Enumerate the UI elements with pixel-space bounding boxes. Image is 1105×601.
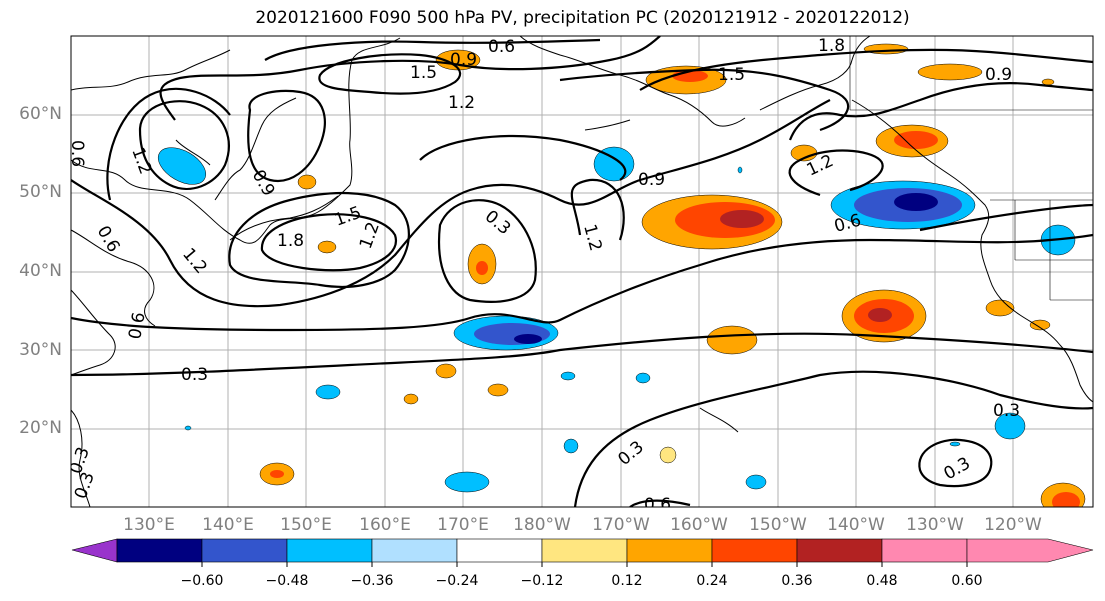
pv-contour-0.3 [918,438,993,488]
pv-contour-1.8 [260,213,398,272]
contour-label: 0.9 [450,50,477,70]
pv-contour-1.2 [138,100,230,190]
colorbar-segment [286,538,373,563]
colorbar-tick-label: 0.36 [781,573,813,589]
pv-contour-0.9 [71,99,831,308]
pv-contour-1.2 [788,149,884,197]
colorbar-ticks [201,562,968,567]
contour-label: 0.3 [614,437,648,470]
colorbar-tick-label: −0.24 [435,573,479,589]
contour-label: 0.3 [71,469,99,501]
lon-label: 160°E [359,515,411,535]
pv-contour-1.2 [570,178,625,241]
pv-contour-1.5 [559,68,850,132]
pv-contour-1.5 [318,53,462,95]
colorbar-segment [796,538,883,563]
lon-label: 170°E [437,515,489,535]
contour-label: 0.6 [125,311,149,341]
lat-label: 30°N [19,340,62,360]
pv-contour-1.8 [639,48,1093,91]
contour-labels: 0.6 1.8 0.9 1.5 1.5 1.2 0.9 1.2 0.6 0.9 … [67,36,1020,515]
gridlines [71,36,1093,507]
lat-label: 20°N [19,418,62,438]
map-area: 0.6 1.8 0.9 1.5 1.5 1.2 0.9 1.2 0.6 0.9 … [67,36,1093,515]
map-title: 2020121600 F090 500 hPa PV, precipitatio… [255,8,910,28]
colorbar-tick-label: 0.24 [696,573,728,589]
colorbar-tick-label: 0.12 [611,573,643,589]
lon-label: 130°W [906,515,964,535]
colorbar-segment [626,538,713,563]
lon-label: 160°W [670,515,728,535]
contour-label: 1.5 [718,65,745,85]
contour-label: 0.3 [181,365,208,385]
pv-contour-0.3 [71,332,1093,377]
contour-label: 1.2 [127,145,155,177]
lon-label: 180°W [513,515,571,535]
colorbar-segment [541,538,628,563]
colorbar-tick-label: −0.60 [180,573,224,589]
contour-label: 1.2 [448,93,475,113]
colorbar-tick-label: 0.60 [951,573,983,589]
pv-contour-1.5 [228,191,410,288]
colorbar-segment [711,538,798,563]
contour-label: 1.5 [332,203,364,231]
lon-label: 170°W [592,515,650,535]
map-frame [70,35,1094,508]
pv-contour-0.3 [573,370,1093,507]
colorbar-tick-label: −0.12 [520,573,564,589]
contour-label: 0.3 [941,453,974,484]
pv-contour-0.3 [437,199,537,303]
contour-label: 1.2 [579,222,605,253]
contour-label: 1.2 [356,219,384,251]
colorbar [71,538,1094,567]
lon-label: 120°W [984,515,1042,535]
lon-label: 140°E [202,515,254,535]
pv-contour-1.2 [788,82,1093,141]
contour-label: 0.9 [248,167,279,200]
contour-label: 0.3 [993,401,1020,421]
lat-label: 40°N [19,261,62,281]
precip-positive-area [706,325,758,355]
colorbar-segment [371,538,458,563]
lon-label: 140°W [827,515,885,535]
colorbar-tick-label: 0.48 [866,573,898,589]
colorbar-tick-label: −0.36 [350,573,394,589]
pv-contour-0.9 [419,135,627,181]
lat-label: 60°N [19,104,62,124]
lon-label: 150°E [280,515,332,535]
colorbar-segment [116,538,203,563]
pv-contour-0.6 [629,499,691,507]
contour-label: 0.6 [644,495,671,515]
colorbar-segment [201,538,288,563]
contour-label: 0.6 [93,223,124,256]
contour-label: 1.8 [277,231,304,251]
coastlines [71,36,1093,507]
colorbar-extend-max [966,538,1094,563]
pv-contour-0.9 [247,89,326,183]
colorbar-segment [456,538,543,563]
pv-contour-0.6 [71,233,1093,332]
pv-contours [71,36,1093,507]
lon-label: 130°E [123,515,175,535]
colorbar-tick-label: −0.48 [265,573,309,589]
pv-contour-1.2 [159,36,661,121]
contour-label: 1.5 [410,63,437,83]
precip-negative-area [158,147,206,185]
contour-label: 0.6 [67,140,87,167]
contour-label: 1.2 [178,244,211,278]
colorbar-extend-min [71,538,118,563]
contour-label: 1.8 [818,36,845,56]
contour-label: 0.9 [985,65,1012,85]
pv-contour-0.6 [919,203,1093,232]
lat-label: 50°N [19,182,62,202]
pv-contour-0.6 [264,38,601,61]
pv-contour-0.9 [106,87,231,201]
colorbar-segment [881,538,968,563]
contour-label: 0.6 [488,37,515,57]
lon-label: 150°W [749,515,807,535]
contour-label: 0.9 [638,170,665,190]
